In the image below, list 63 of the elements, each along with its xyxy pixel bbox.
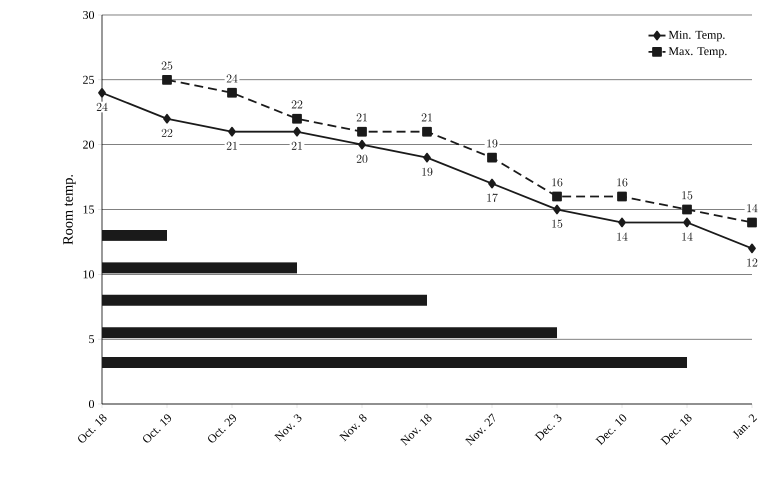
point <box>163 114 171 124</box>
point <box>292 114 302 124</box>
data-label: 20 <box>356 154 368 163</box>
y-tick-label: 20 <box>83 140 94 149</box>
point <box>617 192 627 202</box>
legend-label: Min. Temp. <box>668 30 725 42</box>
data-label: 15 <box>552 220 562 228</box>
x-tick-label: Dec. 18 <box>660 414 692 446</box>
data-label: 16 <box>617 178 628 186</box>
x-tick-label: Nov. 27 <box>464 413 495 446</box>
data-label: 24 <box>226 74 238 82</box>
data-label: 15 <box>682 191 692 200</box>
data-label: 19 <box>422 168 432 176</box>
point <box>553 204 561 214</box>
point <box>228 126 236 137</box>
point <box>488 178 496 188</box>
point <box>227 88 237 98</box>
point <box>162 74 172 85</box>
data-label: 24 <box>96 102 108 111</box>
point <box>682 204 692 214</box>
data-label: 17 <box>487 194 498 202</box>
data-label: 21 <box>356 113 367 122</box>
x-tick-label: Oct. 19 <box>143 414 172 442</box>
y-tick-label: 25 <box>83 76 94 84</box>
data-label: 22 <box>292 100 302 108</box>
point <box>748 244 756 254</box>
x-tick-label: Dec. 3 <box>534 414 562 442</box>
x-tick-label: Jan. 2 <box>732 414 758 439</box>
x-tick-label: Dec. 10 <box>595 414 626 446</box>
y-tick-label: 0 <box>88 400 94 408</box>
data-label: 21 <box>292 142 302 150</box>
data-label: 25 <box>162 62 172 70</box>
x-tick-label: Oct. 18 <box>78 414 107 443</box>
data-label: 14 <box>617 232 628 241</box>
point <box>683 218 691 228</box>
point <box>423 152 431 163</box>
x-tick-label: Nov. 3 <box>274 414 302 442</box>
point <box>618 218 626 228</box>
point <box>98 88 106 98</box>
x-tick-label: Nov. 8 <box>339 414 367 442</box>
data-label: 14 <box>682 232 693 241</box>
point <box>747 218 757 228</box>
point <box>552 192 562 202</box>
data-label: 16 <box>552 178 562 186</box>
x-tick-label: Nov. 18 <box>400 414 432 446</box>
y-tick-label: 5 <box>89 335 94 344</box>
data-label: 21 <box>226 142 237 150</box>
data-label: 21 <box>422 113 432 122</box>
y-tick-label: 15 <box>84 205 94 214</box>
legend-label: Max. Temp. <box>668 47 727 58</box>
data-label: 19 <box>487 139 498 148</box>
y-tick-label: 10 <box>84 270 94 278</box>
point <box>358 140 366 150</box>
data-label: 22 <box>162 128 172 137</box>
y-tick-label: 30 <box>83 10 94 20</box>
point <box>487 152 497 163</box>
x-tick-label: Oct. 29 <box>208 414 236 442</box>
data-label: 14 <box>747 204 758 212</box>
point <box>357 126 367 137</box>
point <box>293 126 301 137</box>
y-axis-title: Room temp. <box>63 174 76 245</box>
data-label: 12 <box>747 258 758 266</box>
point <box>422 126 432 137</box>
